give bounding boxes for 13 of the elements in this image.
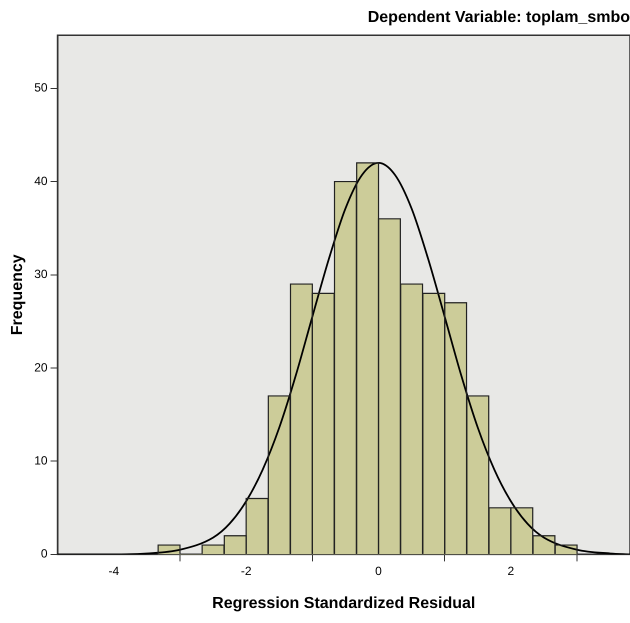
x-tick-label: -2: [240, 564, 252, 578]
y-tick-label: 0: [40, 546, 48, 561]
x-tick-label: -4: [108, 564, 120, 578]
x-axis-title: Regression Standardized Residual: [212, 594, 476, 612]
y-tick-label: 20: [34, 360, 48, 374]
y-tick-label: 30: [34, 267, 48, 282]
chart-title: Dependent Variable: toplam_smbo: [368, 9, 630, 26]
y-tick-label: 40: [34, 174, 48, 188]
x-tick-label: 2: [508, 564, 515, 578]
y-axis-title: Frequency: [9, 254, 26, 336]
y-tick-label: 50: [34, 80, 48, 95]
y-tick-label: 10: [34, 454, 48, 468]
x-tick-label: 0: [375, 564, 382, 578]
